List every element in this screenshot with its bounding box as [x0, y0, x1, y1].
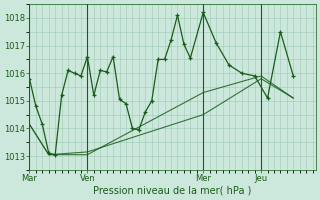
X-axis label: Pression niveau de la mer( hPa ): Pression niveau de la mer( hPa ) — [93, 186, 252, 196]
